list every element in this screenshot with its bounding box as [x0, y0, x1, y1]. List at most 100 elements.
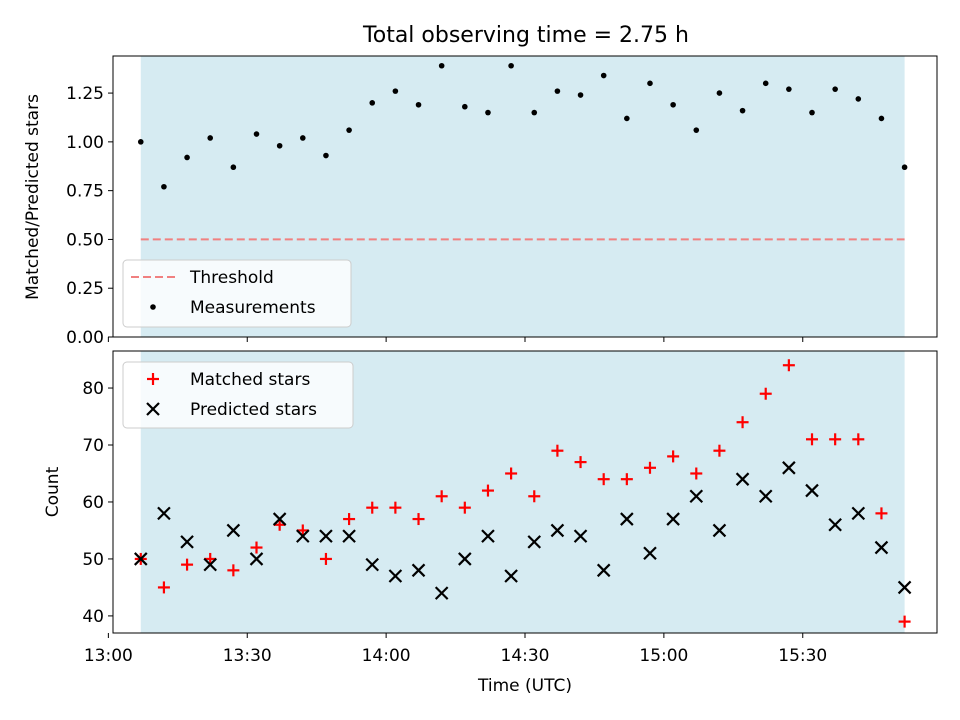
- matched-star-point: [227, 564, 240, 577]
- matched-star-point: [181, 558, 194, 571]
- predicted-star-point: [504, 569, 518, 583]
- matched-star-point: [505, 467, 518, 480]
- legend-predicted-label: Predicted stars: [190, 400, 317, 420]
- y-tick-label: 0.00: [66, 328, 104, 348]
- predicted-star-point: [573, 529, 588, 543]
- measurement-point: [253, 131, 260, 137]
- legend-matched-label: Matched stars: [190, 370, 310, 390]
- matched-star-point: [829, 433, 842, 446]
- measurement-point: [346, 127, 352, 133]
- measurement-point: [670, 101, 676, 108]
- measurement-point: [878, 115, 885, 122]
- predicted-star-point: [249, 552, 264, 566]
- chart-title: Total observing time = 2.75 h: [362, 23, 689, 48]
- y-tick-label: 1.00: [66, 133, 104, 153]
- counts-panel: 40 50 60 70 80 13:00 13:30 14:00 14:30 15:00 15:3…: [43, 350, 938, 696]
- x-tick-label: 14:30: [501, 646, 550, 666]
- predicted-star-point: [550, 523, 565, 538]
- matched-star-point: [412, 513, 425, 526]
- top-y-axis-label: Matched/Predicted stars: [23, 94, 43, 300]
- matched-star-point: [250, 541, 263, 554]
- y-tick-label: 0.75: [66, 182, 104, 202]
- measurement-point: [716, 90, 723, 96]
- predicted-star-point: [596, 563, 611, 578]
- y-tick-label: 80: [82, 379, 104, 399]
- matched-star-point: [713, 444, 726, 457]
- x-tick-label: 13:30: [223, 646, 272, 666]
- top-x-ticks: [107, 337, 804, 342]
- predicted-star-point: [758, 489, 773, 504]
- ratio-panel: 0.00 0.25 0.50 0.75 1.00 1.25 Total observing…: [23, 23, 938, 348]
- y-tick-label: 0.25: [66, 279, 104, 299]
- x-tick-label: 15:00: [639, 646, 688, 666]
- measurement-point: [855, 96, 862, 102]
- measurement-point: [693, 127, 700, 133]
- measurement-point: [508, 62, 514, 69]
- bottom-legend-box: [122, 361, 354, 429]
- measurement-point: [323, 152, 329, 159]
- predicted-star-point: [434, 586, 449, 600]
- predicted-star-point: [319, 529, 333, 543]
- measurement-point: [577, 92, 584, 98]
- predicted-star-point: [620, 512, 634, 526]
- measurement-point: [832, 86, 838, 92]
- matched-star-point: [875, 507, 888, 520]
- predicted-star-point: [735, 472, 750, 486]
- matched-star-point: [435, 490, 448, 503]
- measurement-point: [276, 142, 283, 149]
- predicted-star-point: [805, 483, 819, 498]
- matched-star-point: [458, 501, 471, 514]
- matched-star-point: [366, 501, 379, 514]
- legend-measurements-swatch: [150, 304, 156, 310]
- measurement-point: [392, 88, 399, 94]
- top-legend-box: [122, 259, 352, 328]
- predicted-star-point: [133, 552, 148, 566]
- matched-star-point: [574, 456, 587, 469]
- measurement-point: [762, 80, 769, 87]
- y-tick-label: 40: [82, 607, 104, 627]
- measurement-point: [438, 62, 445, 69]
- legend-predicted-swatch: [146, 402, 160, 416]
- predicted-star-point: [897, 580, 912, 595]
- measurement-point: [531, 109, 538, 116]
- matched-star-point: [667, 450, 680, 463]
- measurement-point: [299, 135, 306, 141]
- legend-matched-swatch: [147, 373, 159, 385]
- matched-star-point: [296, 524, 309, 537]
- x-tick-label: 14:00: [362, 646, 411, 666]
- x-tick-label: 15:30: [778, 646, 827, 666]
- predicted-star-point: [203, 557, 217, 572]
- matched-star-point: [481, 484, 494, 497]
- matched-star-point: [806, 433, 819, 446]
- measurement-point: [901, 164, 908, 171]
- matched-star-point: [528, 490, 541, 503]
- matched-star-point: [782, 359, 795, 372]
- matched-star-point: [343, 513, 356, 526]
- predicted-star-point: [874, 540, 889, 555]
- bottom-y-ticks: 40 50 60 70 80: [82, 379, 113, 627]
- predicted-star-point: [388, 569, 403, 583]
- matched-star-point: [620, 473, 633, 486]
- measurement-point: [415, 101, 422, 108]
- y-tick-label: 70: [82, 436, 104, 456]
- matched-star-point: [643, 461, 656, 474]
- predicted-star-point: [712, 523, 727, 538]
- predicted-star-point: [828, 517, 842, 532]
- measurement-point: [624, 115, 630, 122]
- matched-star-point: [157, 581, 170, 594]
- measurement-point: [809, 109, 815, 116]
- bottom-y-axis-label: Count: [43, 466, 63, 517]
- measurement-point: [462, 103, 468, 110]
- matched-star-point: [898, 615, 911, 628]
- predicted-star-point: [851, 506, 866, 521]
- legend-measurements-label: Measurements: [190, 298, 316, 318]
- legend-threshold-label: Threshold: [189, 268, 274, 288]
- top-y-ticks: 0.00 0.25 0.50 0.75 1.00 1.25: [66, 84, 113, 348]
- matched-star-point: [389, 501, 402, 514]
- matched-star-point: [204, 552, 217, 565]
- predicted-star-point: [643, 546, 657, 561]
- y-tick-label: 50: [82, 550, 104, 570]
- measurement-point: [230, 164, 237, 171]
- predicted-star-point: [689, 489, 704, 504]
